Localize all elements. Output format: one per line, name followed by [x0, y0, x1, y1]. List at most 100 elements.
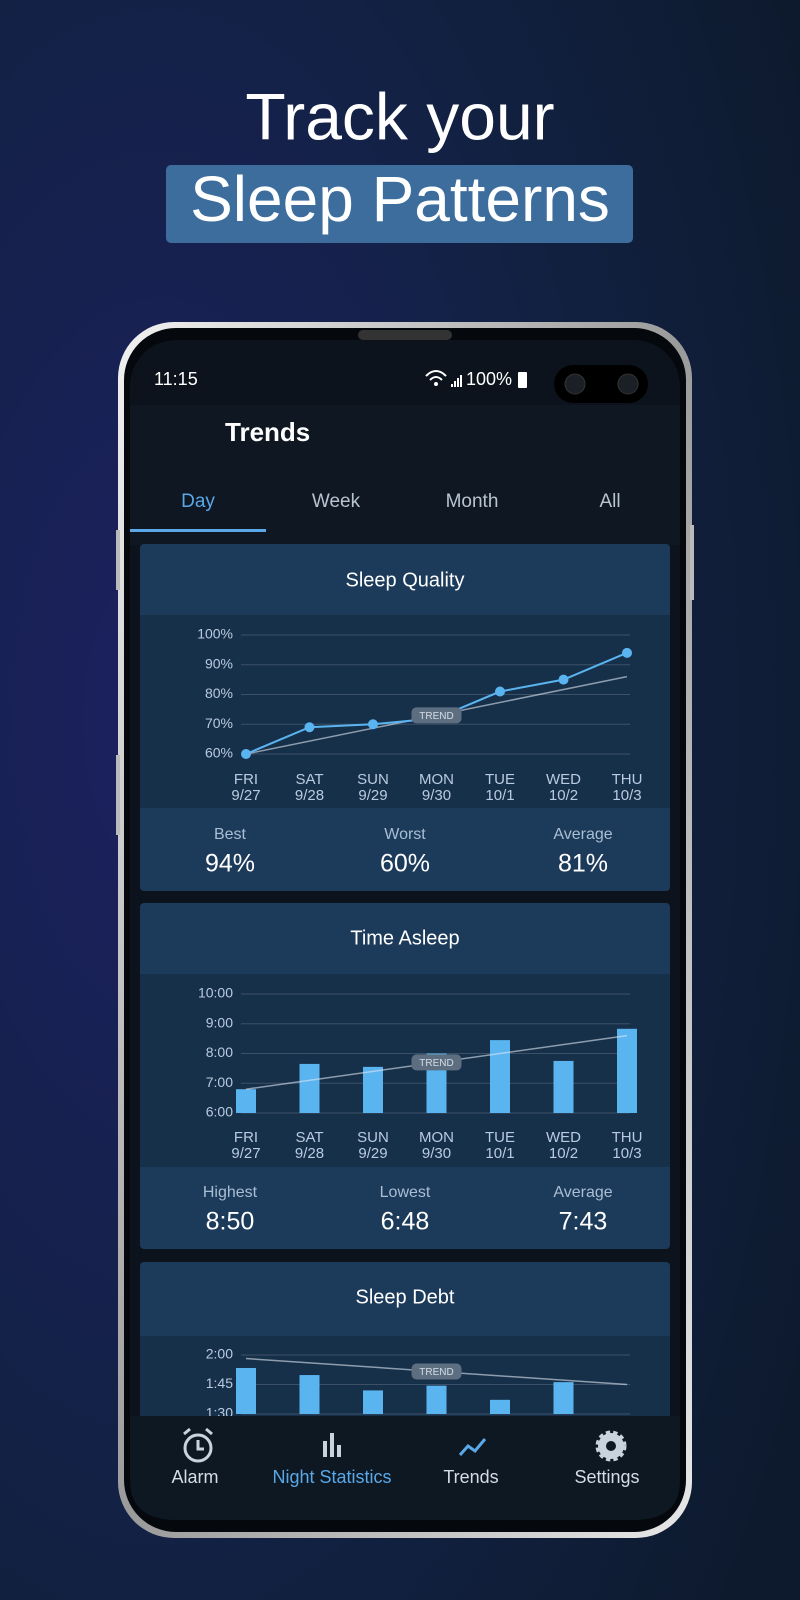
x-tick-label: 10/2	[549, 787, 578, 804]
x-tick-label: 10/1	[485, 1145, 514, 1162]
x-tick-label: 10/3	[612, 787, 641, 804]
point	[368, 719, 378, 730]
bar	[490, 1040, 510, 1113]
y-tick-label: 1:45	[206, 1375, 233, 1391]
x-tick-label: 10/1	[485, 787, 514, 804]
card: Sleep Debt	[140, 1262, 670, 1422]
trend-badge	[411, 707, 462, 724]
app-header	[130, 405, 680, 545]
speaker	[358, 330, 452, 340]
app-title: Trends	[225, 417, 310, 447]
y-tick-label: 7:00	[206, 1074, 233, 1090]
y-tick-label: 90%	[205, 655, 233, 671]
x-tick-label: FRI	[234, 771, 258, 788]
y-tick-label: 70%	[205, 715, 233, 731]
side-button	[116, 530, 120, 590]
card-title: Sleep Debt	[356, 1286, 455, 1308]
x-tick-label: FRI	[234, 1129, 258, 1146]
x-tick-label: MON	[419, 771, 454, 788]
nav-item[interactable]: Settings	[574, 1467, 639, 1487]
wifi-icon	[434, 382, 438, 386]
tab-bar: Day Week Month All	[130, 491, 621, 532]
wifi-icon	[425, 370, 447, 381]
bar	[236, 1367, 256, 1414]
x-tick-label: SAT	[295, 1129, 323, 1146]
x-tick-label: WED	[546, 1129, 581, 1146]
x-tick-label: 9/28	[295, 1145, 324, 1162]
trends-icon	[458, 1438, 487, 1456]
x-tick-label: TUE	[485, 771, 515, 788]
bar	[617, 1028, 637, 1113]
x-tick-label: THU	[612, 771, 643, 788]
stat-value: 7:43	[559, 1208, 608, 1236]
bottom-nav: Alarm Night Statistics Trends Settings	[130, 1416, 680, 1520]
stat-value: 81%	[558, 850, 608, 878]
y-tick-label: 2:00	[206, 1346, 233, 1362]
stat-value: 60%	[380, 850, 430, 878]
stat-label: Average	[553, 826, 612, 843]
x-tick-label: SUN	[357, 771, 389, 788]
chart-bg	[140, 974, 670, 1167]
x-tick-label: 9/27	[231, 787, 260, 804]
camera	[617, 373, 639, 395]
stat-label: Worst	[384, 826, 426, 843]
stats-icon	[323, 1433, 341, 1457]
y-tick-label: 60%	[205, 745, 233, 761]
x-tick-label: 9/30	[422, 787, 451, 804]
headline-highlight	[166, 165, 633, 243]
nav-item[interactable]: Alarm	[171, 1467, 218, 1487]
x-tick-label: 9/30	[422, 1145, 451, 1162]
y-tick-label: 100%	[197, 626, 233, 642]
x-tick-label: THU	[612, 1129, 643, 1146]
tab[interactable]: Week	[312, 491, 361, 512]
y-tick-label: 8:00	[206, 1044, 233, 1060]
trend-label: TREND	[419, 711, 453, 722]
point	[241, 749, 251, 759]
signal-icon	[451, 375, 462, 387]
settings-icon	[595, 1430, 627, 1462]
bar	[426, 1385, 447, 1414]
stat-label: Average	[553, 1184, 612, 1201]
card: Time Asleep Highest Lowest Average 8:50 …	[140, 903, 670, 1249]
y-tick-label: 10:00	[198, 985, 233, 1001]
tab[interactable]: Month	[446, 491, 499, 512]
chart-bg	[140, 1336, 670, 1422]
tab[interactable]: Day	[181, 491, 215, 512]
stat-value: 6:48	[381, 1208, 430, 1236]
point	[558, 674, 569, 685]
bar	[490, 1399, 510, 1414]
trend-badge	[411, 1054, 462, 1071]
x-tick-label: 9/28	[295, 787, 324, 804]
headline: Sleep Patterns	[190, 163, 610, 235]
nav-item[interactable]: Trends	[443, 1467, 498, 1487]
battery-icon	[518, 372, 527, 388]
x-tick-label: 9/29	[358, 1145, 387, 1162]
bar	[236, 1089, 256, 1113]
point	[304, 722, 315, 733]
bar	[553, 1382, 574, 1414]
x-tick-label: 10/3	[612, 1145, 641, 1162]
x-tick-label: WED	[546, 771, 581, 788]
card: Sleep Quality Best Worst Average 94% 60%…	[140, 544, 670, 891]
tab[interactable]: All	[599, 491, 620, 512]
x-tick-label: TUE	[485, 1129, 515, 1146]
chart-bg	[140, 615, 670, 808]
nav-bg	[130, 1416, 680, 1520]
side-button	[690, 525, 694, 600]
trend-label: TREND	[419, 1367, 453, 1378]
x-tick-label: 10/2	[549, 1145, 578, 1162]
bar	[363, 1390, 383, 1414]
point	[495, 686, 505, 697]
bar	[553, 1060, 574, 1113]
charts: 60%70%80%90%100%FRI9/27SAT9/28SUN9/29MON…	[197, 626, 642, 1421]
card-title: Sleep Quality	[346, 569, 465, 591]
y-tick-label: 6:00	[206, 1104, 233, 1120]
y-tick-label: 80%	[205, 685, 233, 701]
bar	[363, 1066, 383, 1113]
bar	[299, 1375, 320, 1414]
trend-label: TREND	[419, 1058, 453, 1069]
y-tick-label: 9:00	[206, 1014, 233, 1030]
nav-item[interactable]: Night Statistics	[272, 1467, 391, 1487]
stat-label: Lowest	[380, 1184, 431, 1201]
